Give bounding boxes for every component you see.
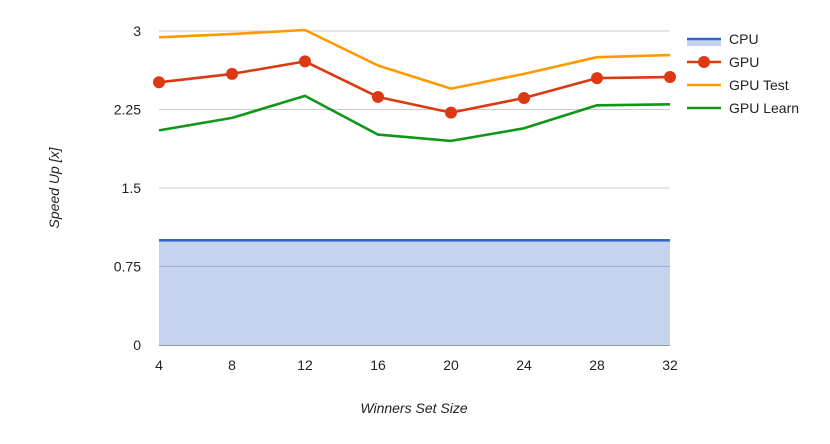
data-point-gpu: [372, 90, 384, 103]
x-tick-label: 16: [370, 357, 386, 373]
y-axis-ticks: 0 0.75 1.5 2.25 3: [114, 23, 141, 353]
series-area-cpu: [159, 240, 670, 345]
legend-item-gpu: GPU: [687, 54, 759, 70]
x-tick-label: 32: [662, 357, 678, 373]
y-tick-label: 3: [133, 23, 141, 39]
legend-label: GPU Learn: [729, 100, 799, 116]
legend: CPU GPU GPU Test GPU Learn: [687, 31, 799, 116]
series-line-gpu-test: [158, 28, 671, 90]
legend-label: CPU: [729, 31, 759, 47]
x-axis-ticks: 4 8 12 16 20 24 28 32: [155, 357, 678, 373]
y-tick-label: 0.75: [114, 259, 141, 275]
data-point-gpu: [153, 76, 165, 89]
y-axis-title: Speed Up [x]: [46, 146, 62, 228]
legend-item-gpu-learn: GPU Learn: [687, 100, 799, 116]
area-layer: [159, 240, 670, 345]
y-tick-label: 1.5: [122, 180, 142, 196]
legend-item-gpu-test: GPU Test: [687, 77, 789, 93]
y-tick-label: 0: [133, 337, 141, 353]
legend-swatch-fill: [687, 39, 721, 46]
y-tick-label: 2.25: [114, 102, 141, 118]
legend-label: GPU: [729, 54, 759, 70]
x-tick-label: 8: [228, 357, 236, 373]
legend-swatch-marker: [698, 56, 710, 68]
data-point-gpu: [299, 55, 311, 68]
x-tick-label: 24: [516, 357, 532, 373]
data-point-gpu: [518, 91, 530, 104]
data-point-gpu: [226, 67, 238, 80]
legend-item-cpu: CPU: [687, 31, 759, 47]
series-lines: [158, 28, 671, 242]
x-tick-label: 4: [155, 357, 163, 373]
legend-label: GPU Test: [729, 77, 789, 93]
x-tick-label: 20: [443, 357, 459, 373]
series-line-gpu: [158, 60, 671, 114]
data-point-gpu: [445, 106, 457, 119]
x-tick-label: 12: [297, 357, 313, 373]
x-axis-title: Winners Set Size: [360, 400, 467, 416]
series-markers: [153, 55, 676, 119]
x-tick-label: 28: [589, 357, 605, 373]
data-point-gpu: [591, 72, 603, 85]
series-line-gpu-learn: [158, 94, 671, 143]
data-point-gpu: [664, 71, 676, 84]
